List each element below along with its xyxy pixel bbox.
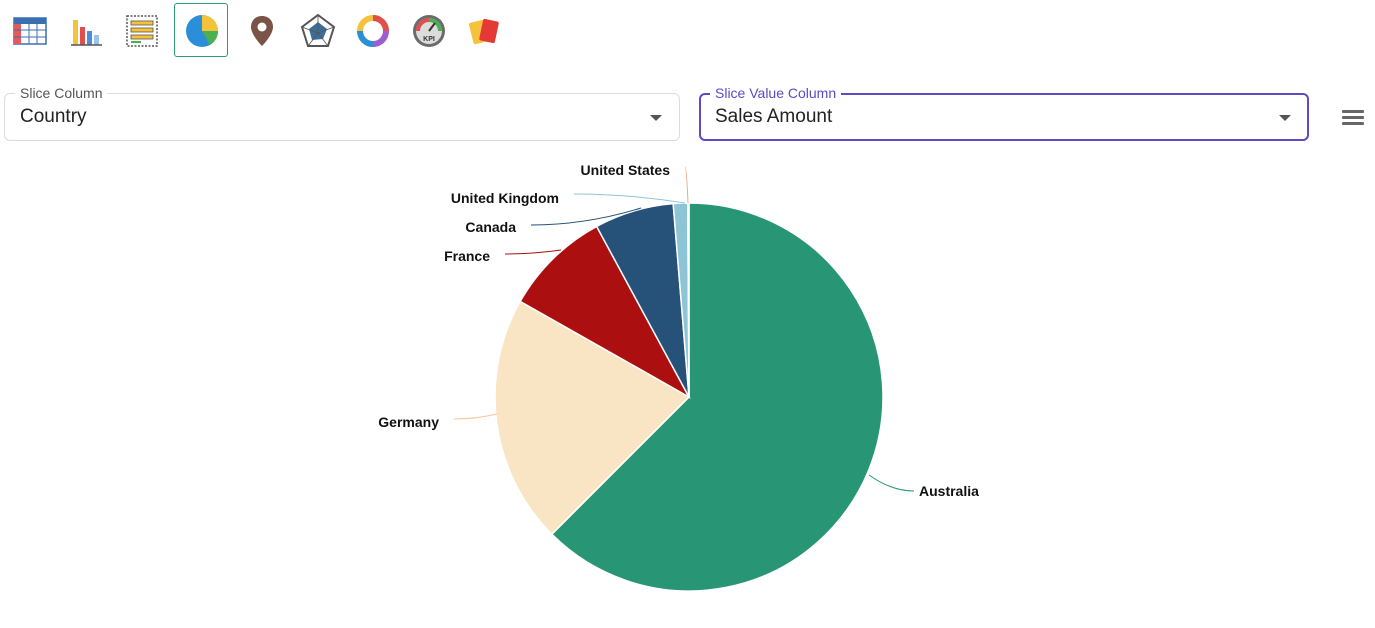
pie-chart-icon xyxy=(186,15,219,47)
chart-type-toolbar: KPI xyxy=(0,0,520,60)
cards-button[interactable] xyxy=(456,3,510,57)
pie-slice-germany[interactable] xyxy=(494,300,691,536)
kpi-text: KPI xyxy=(423,36,435,43)
pivot-list-icon xyxy=(126,15,158,47)
label-connector xyxy=(504,249,562,255)
table-view-icon xyxy=(13,17,47,45)
radar-chart-icon xyxy=(300,13,336,47)
slice-label: United States xyxy=(581,162,671,178)
slice-column-select[interactable]: Slice Column Country xyxy=(4,85,680,141)
pie-slice-france[interactable] xyxy=(519,225,691,399)
label-connector xyxy=(530,207,642,226)
donut-chart-icon xyxy=(357,15,389,47)
slice-column-value: Country xyxy=(20,106,87,127)
pivot-list-button[interactable] xyxy=(114,3,168,57)
slice-label: United Kingdom xyxy=(451,190,559,206)
label-connector xyxy=(868,474,915,492)
slice-value-column-label: Slice Value Column xyxy=(710,85,842,101)
pie-slice-australia[interactable] xyxy=(550,202,884,592)
slice-label: Australia xyxy=(919,483,979,499)
slice-value-column-select[interactable]: Slice Value Column Sales Amount xyxy=(699,85,1309,141)
pie-chart: Australia Germany France Canada United Kingd… xyxy=(378,162,979,592)
kpi-gauge-button[interactable]: KPI xyxy=(401,3,455,57)
label-connector xyxy=(453,413,498,420)
slice-label: France xyxy=(444,248,490,264)
chevron-down-icon xyxy=(1279,115,1291,121)
slice-value-column-value: Sales Amount xyxy=(715,106,833,127)
pie-chart-button[interactable] xyxy=(174,3,228,57)
slice-column-label: Slice Column xyxy=(15,85,108,101)
cards-icon xyxy=(469,18,499,45)
table-view-button[interactable] xyxy=(2,3,56,57)
map-pin-icon xyxy=(251,16,273,46)
bar-chart-icon xyxy=(71,20,102,46)
label-connector xyxy=(684,166,689,204)
hamburger-menu-icon[interactable] xyxy=(1334,103,1370,131)
kpi-gauge-icon: KPI xyxy=(413,15,445,47)
label-connector xyxy=(573,193,686,204)
bar-chart-button[interactable] xyxy=(58,3,112,57)
slice-label: Germany xyxy=(378,414,439,430)
map-button[interactable] xyxy=(234,3,288,57)
chevron-down-icon xyxy=(650,115,662,121)
radar-chart-button[interactable] xyxy=(290,3,344,57)
slice-label: Canada xyxy=(465,219,516,235)
donut-chart-button[interactable] xyxy=(345,3,399,57)
